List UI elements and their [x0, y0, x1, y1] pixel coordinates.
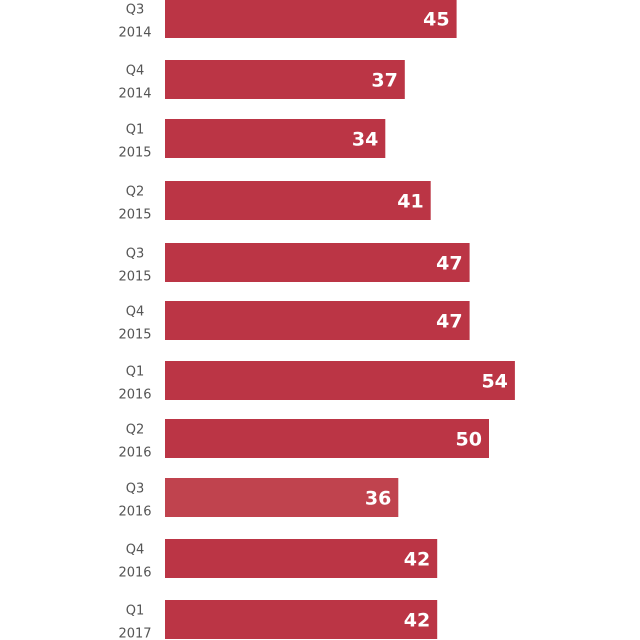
category-quarter-label: Q2: [126, 185, 145, 200]
bar-q3-2015: [165, 243, 470, 282]
category-year-label: 2014: [118, 26, 151, 41]
category-year-label: 2017: [118, 627, 151, 640]
category-quarter-label: Q1: [126, 123, 145, 138]
category-quarter-label: Q4: [126, 64, 145, 79]
bar-q4-2016: [165, 539, 438, 578]
value-label: 36: [365, 488, 391, 510]
category-quarter-label: Q1: [126, 604, 145, 619]
bar-q1-2016: [165, 361, 515, 400]
bar-q2-2016: [165, 419, 489, 458]
category-year-label: 2016: [118, 566, 151, 581]
bar-q3-2014: [165, 0, 457, 38]
value-label: 42: [404, 610, 430, 632]
category-year-label: 2015: [118, 208, 151, 223]
value-label: 37: [371, 70, 397, 92]
category-year-label: 2016: [118, 505, 151, 520]
category-year-label: 2015: [118, 146, 151, 161]
category-quarter-label: Q4: [126, 543, 145, 558]
value-label: 47: [436, 253, 462, 275]
bar-q1-2017: [165, 600, 438, 639]
bar-q4-2014: [165, 60, 405, 99]
category-year-label: 2016: [118, 388, 151, 403]
value-label: 34: [352, 129, 378, 151]
bar-q3-2016: [165, 478, 399, 517]
category-quarter-label: Q3: [126, 482, 145, 497]
value-label: 50: [456, 429, 482, 451]
category-year-label: 2015: [118, 328, 151, 343]
category-year-label: 2014: [118, 87, 151, 102]
value-label: 42: [404, 549, 430, 571]
category-quarter-label: Q3: [126, 247, 145, 262]
bar-q4-2015: [165, 301, 470, 340]
category-year-label: 2015: [118, 270, 151, 285]
category-quarter-label: Q4: [126, 305, 145, 320]
bar-q2-2015: [165, 181, 431, 220]
value-label: 45: [423, 9, 449, 31]
value-label: 54: [481, 371, 507, 393]
bar-q1-2015: [165, 119, 386, 158]
category-quarter-label: Q1: [126, 365, 145, 380]
category-quarter-label: Q3: [126, 3, 145, 18]
category-quarter-label: Q2: [126, 423, 145, 438]
value-label: 47: [436, 311, 462, 333]
category-year-label: 2016: [118, 446, 151, 461]
value-label: 41: [397, 191, 423, 213]
